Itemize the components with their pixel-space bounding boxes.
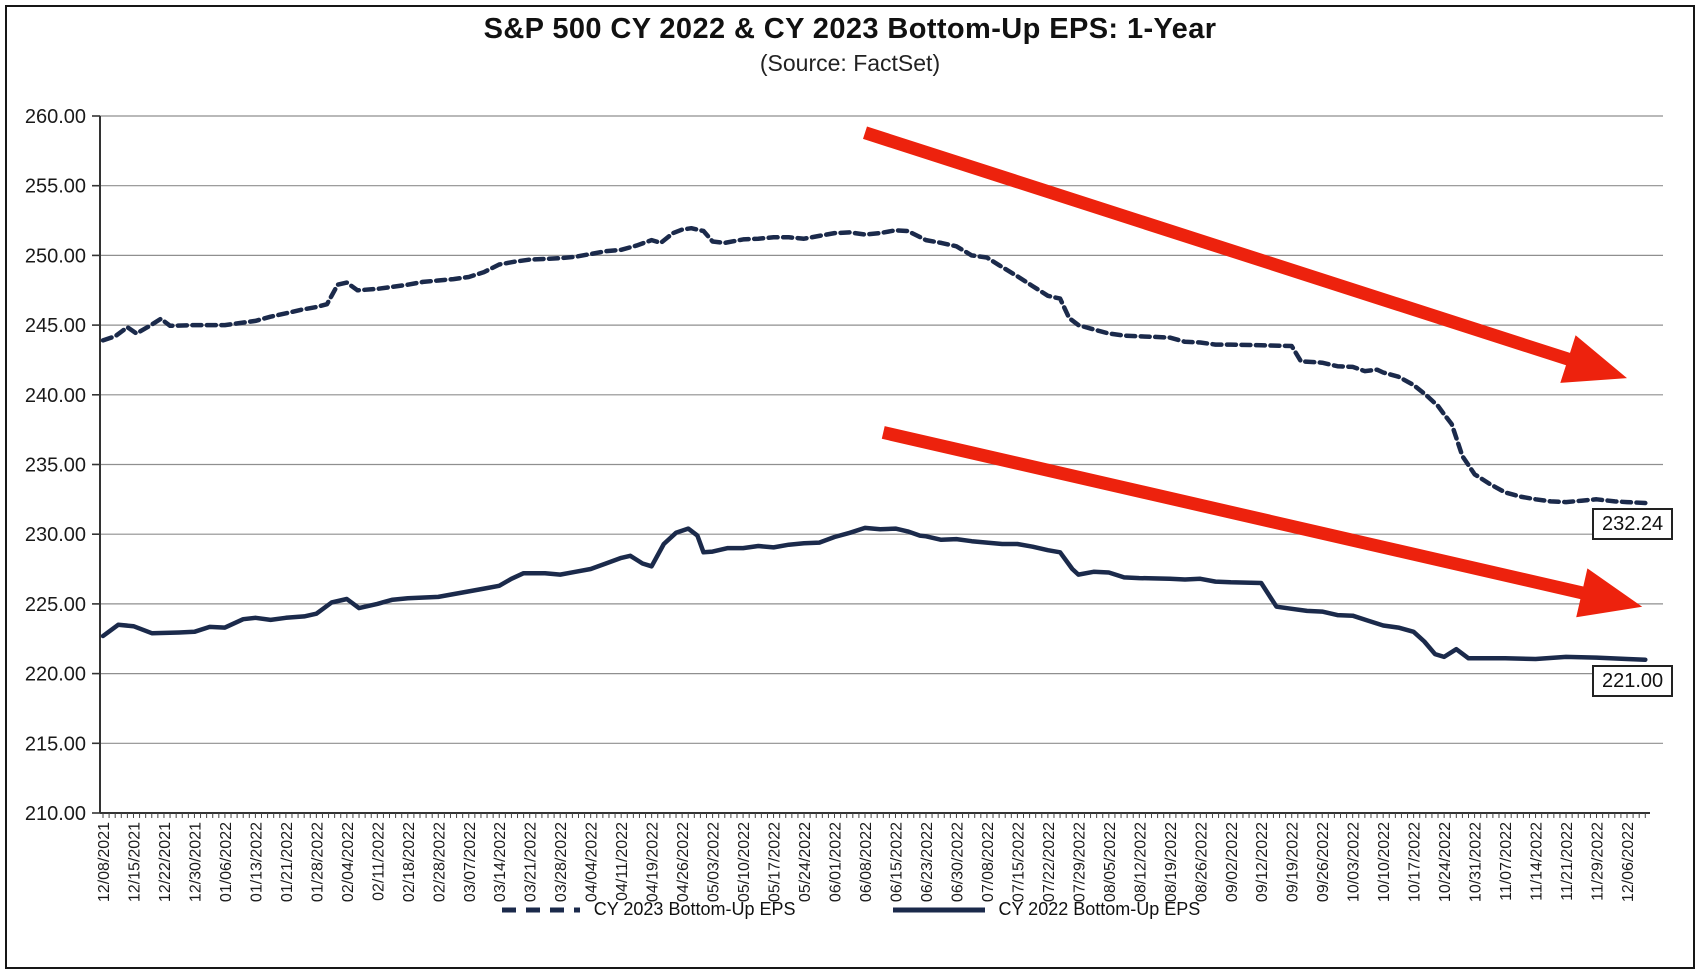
- x-tick-label: 11/07/2022: [1498, 822, 1515, 901]
- x-tick-label: 02/28/2022: [431, 822, 448, 902]
- x-tick-label: 06/08/2022: [858, 822, 875, 902]
- x-tick-label: 04/11/2022: [614, 822, 631, 901]
- x-tick-label: 10/24/2022: [1437, 822, 1454, 902]
- x-tick-label: 08/12/2022: [1132, 822, 1149, 902]
- x-tick-label: 03/07/2022: [462, 822, 479, 902]
- x-tick-label: 05/17/2022: [767, 822, 784, 902]
- data-label-cy2022-end: 221.00: [1592, 665, 1674, 697]
- x-tick-label: 12/15/2021: [126, 822, 143, 902]
- x-tick-label: 10/03/2022: [1346, 822, 1363, 902]
- solid-line-sample-icon: [892, 907, 985, 912]
- x-tick-label: 11/29/2022: [1590, 822, 1607, 901]
- y-tick-label: 240.00: [25, 385, 86, 407]
- x-tick-label: 05/10/2022: [736, 822, 753, 902]
- x-tick-label: 02/11/2022: [370, 822, 387, 901]
- x-tick-label: 12/30/2021: [187, 822, 204, 902]
- legend-label-cy2022: CY 2022 Bottom-Up EPS: [998, 899, 1201, 919]
- x-tick-label: 02/04/2022: [340, 822, 357, 902]
- y-tick-label: 260.00: [25, 106, 86, 128]
- legend-item-cy2022: CY 2022 Bottom-Up EPS: [891, 899, 1201, 920]
- x-tick-label: 04/19/2022: [645, 822, 662, 902]
- x-tick-label: 06/30/2022: [949, 822, 966, 902]
- x-tick-label: 07/08/2022: [980, 822, 997, 902]
- x-tick-label: 11/21/2022: [1559, 822, 1576, 901]
- x-tick-label: 08/05/2022: [1102, 822, 1119, 902]
- trend-arrow: [881, 426, 1643, 618]
- y-tick-label: 225.00: [25, 594, 86, 616]
- x-tick-label: 04/26/2022: [675, 822, 692, 902]
- x-tick-label: 12/22/2021: [157, 822, 174, 902]
- y-tick-label: 215.00: [25, 733, 86, 755]
- x-tick-label: 07/29/2022: [1071, 822, 1088, 902]
- trend-arrow: [863, 126, 1627, 383]
- series-line-cy2023: [100, 225, 1648, 506]
- x-tick-label: 09/12/2022: [1254, 822, 1271, 902]
- series-line-cy2022: [100, 525, 1648, 662]
- x-tick-label: 01/06/2022: [218, 822, 235, 902]
- x-tick-label: 03/21/2022: [523, 822, 540, 902]
- x-tick-label: 07/22/2022: [1041, 822, 1058, 902]
- y-tick-label: 230.00: [25, 524, 86, 546]
- x-tick-label: 09/02/2022: [1224, 822, 1241, 902]
- x-tick-label: 06/01/2022: [828, 822, 845, 902]
- x-tick-label: 06/15/2022: [888, 822, 905, 902]
- chart-title: S&P 500 CY 2022 & CY 2023 Bottom-Up EPS:…: [483, 13, 1217, 45]
- data-label-cy2023-end: 232.24: [1592, 508, 1674, 540]
- legend-item-cy2023: CY 2023 Bottom-Up EPS: [500, 899, 796, 920]
- y-tick-label: 250.00: [25, 245, 86, 267]
- x-tick-label: 09/26/2022: [1315, 822, 1332, 902]
- x-tick-label: 03/14/2022: [492, 822, 509, 902]
- x-tick-label: 06/23/2022: [919, 822, 936, 902]
- x-tick-label: 01/13/2022: [248, 822, 265, 902]
- y-tick-label: 255.00: [25, 176, 86, 198]
- x-tick-label: 11/14/2022: [1529, 822, 1546, 901]
- x-tick-label: 12/08/2021: [96, 822, 113, 902]
- y-tick-label: 245.00: [25, 315, 86, 337]
- x-tick-label: 10/31/2022: [1468, 822, 1485, 902]
- x-tick-label: 05/03/2022: [706, 822, 723, 902]
- x-tick-label: 10/10/2022: [1376, 822, 1393, 902]
- chart-subtitle: (Source: FactSet): [759, 50, 941, 76]
- legend-label-cy2023: CY 2023 Bottom-Up EPS: [593, 899, 796, 919]
- x-tick-label: 08/19/2022: [1163, 822, 1180, 902]
- legend: CY 2023 Bottom-Up EPS CY 2022 Bottom-Up …: [0, 899, 1700, 920]
- x-tick-label: 07/15/2022: [1010, 822, 1027, 902]
- y-tick-label: 210.00: [25, 803, 86, 825]
- x-tick-label: 01/21/2022: [279, 822, 296, 902]
- x-tick-label: 08/26/2022: [1193, 822, 1210, 902]
- x-tick-label: 12/06/2022: [1620, 822, 1637, 902]
- x-tick-label: 04/04/2022: [584, 822, 601, 902]
- x-tick-label: 03/28/2022: [553, 822, 570, 902]
- x-tick-label: 01/28/2022: [309, 822, 326, 902]
- x-tick-label: 05/24/2022: [797, 822, 814, 902]
- y-tick-label: 235.00: [25, 455, 86, 477]
- y-tick-label: 220.00: [25, 664, 86, 686]
- dashed-line-sample-icon: [501, 907, 580, 912]
- x-tick-label: 10/17/2022: [1407, 822, 1424, 902]
- x-tick-label: 09/19/2022: [1285, 822, 1302, 902]
- x-tick-label: 02/18/2022: [401, 822, 418, 902]
